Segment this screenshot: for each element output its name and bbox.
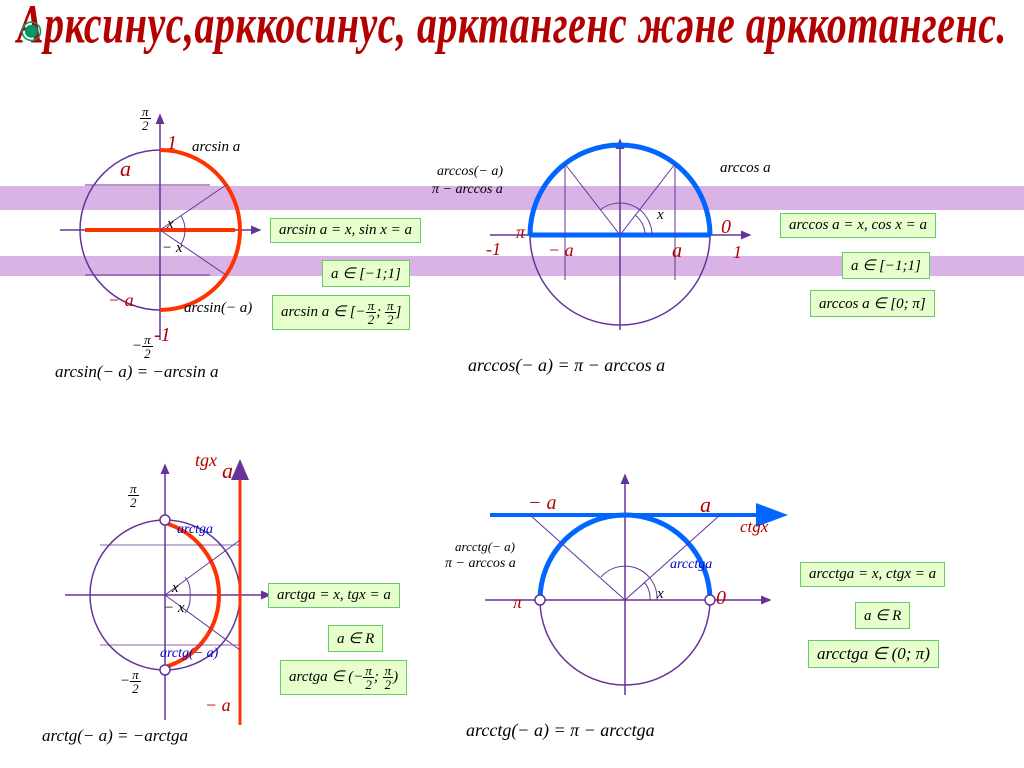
arcctg-lbl-leftbot: π − arccos a xyxy=(445,556,516,572)
arccos-pi: π xyxy=(516,222,525,243)
arcctg-box1: arcctga = x, ctgx = a xyxy=(800,562,945,587)
arcctg-lbl-lefttop: arcctg(− a) xyxy=(455,539,515,555)
arcsin-negx: − x xyxy=(162,240,183,257)
arcsin-x: x xyxy=(167,216,174,233)
arccos-negone: -1 xyxy=(486,239,501,260)
arcctg-diagram xyxy=(460,460,790,710)
arcsin-lbl-top: arcsin a xyxy=(192,139,240,156)
arctg-lbl-bot: arctg(− a) xyxy=(160,646,218,662)
arcctg-zero: 0 xyxy=(716,587,726,610)
arcctg-identity: arcctg(− a) = π − arcctga xyxy=(466,720,655,741)
arcctg-box2: a ∈ R xyxy=(855,602,910,629)
arcsin-pi2-bot: −π2 xyxy=(132,333,153,360)
arcctg-lbl-right: arcctga xyxy=(670,557,712,573)
arctg-box1: arctga = x, tgx = a xyxy=(268,583,400,608)
arctg-identity: arctg(− a) = −arctga xyxy=(42,726,188,746)
arctg-nega: − a xyxy=(205,695,231,716)
arccos-one: 1 xyxy=(733,242,742,263)
arcctg-x: x xyxy=(657,586,664,603)
arcctg-nega: − a xyxy=(528,492,557,515)
arccos-box2: a ∈ [−1;1] xyxy=(842,252,930,279)
arcsin-lbl-bot: arcsin(− a) xyxy=(184,300,252,317)
arccos-zero: 0 xyxy=(721,216,731,239)
arccos-lbl-leftbot: π − arccos a xyxy=(432,182,503,198)
arctg-pi2-bot: −π2 xyxy=(120,668,141,695)
arcsin-a: a xyxy=(120,156,131,182)
arccos-x: x xyxy=(657,207,664,224)
arcsin-nega: − a xyxy=(108,290,134,311)
arcctg-box3: arcctga ∈ (0; π) xyxy=(808,640,939,668)
arctg-pi2-top: π2 xyxy=(128,482,139,509)
arcsin-pi2-top: π2 xyxy=(140,105,151,132)
arcctg-pi: π xyxy=(513,592,522,613)
arcsin-negone: -1 xyxy=(154,324,171,347)
arccos-box3: arccos a ∈ [0; π] xyxy=(810,290,935,317)
arctg-box2: a ∈ R xyxy=(328,625,383,652)
arctg-lbl-top: arctga xyxy=(177,522,213,538)
arctg-box3: arctga ∈ (−π2; π2) xyxy=(280,660,407,695)
arccos-lbl-right: arccos a xyxy=(720,160,771,177)
arccos-box1: arccos a = x, cos x = a xyxy=(780,213,936,238)
arcsin-one: 1 xyxy=(167,132,177,155)
bullet-icon: ◉ xyxy=(20,15,43,45)
page-title: Арксинус,арккосинус, арктангенс және арк… xyxy=(0,0,1024,57)
arctg-diagram xyxy=(50,450,280,740)
arcsin-box3: arcsin a ∈ [−π2; π2] xyxy=(272,295,410,330)
arctg-negx: − x xyxy=(164,600,185,617)
arctg-a: a xyxy=(222,458,233,484)
arcsin-box2: a ∈ [−1;1] xyxy=(322,260,410,287)
arccos-lbl-lefttop: arccos(− a) xyxy=(437,164,503,180)
arcctg-a: a xyxy=(700,492,711,518)
arctg-x: x xyxy=(172,580,179,597)
arccos-nega: − a xyxy=(548,240,574,261)
arcctg-ctgx: ctgx xyxy=(740,517,768,537)
arcsin-identity: arcsin(− a) = −arcsin a xyxy=(55,362,218,382)
arccos-a: a xyxy=(672,240,682,263)
arcsin-box1: arcsin a = x, sin x = a xyxy=(270,218,421,243)
arccos-identity: arccos(− a) = π − arccos a xyxy=(468,355,665,376)
arctg-tgx: tgx xyxy=(195,450,217,471)
